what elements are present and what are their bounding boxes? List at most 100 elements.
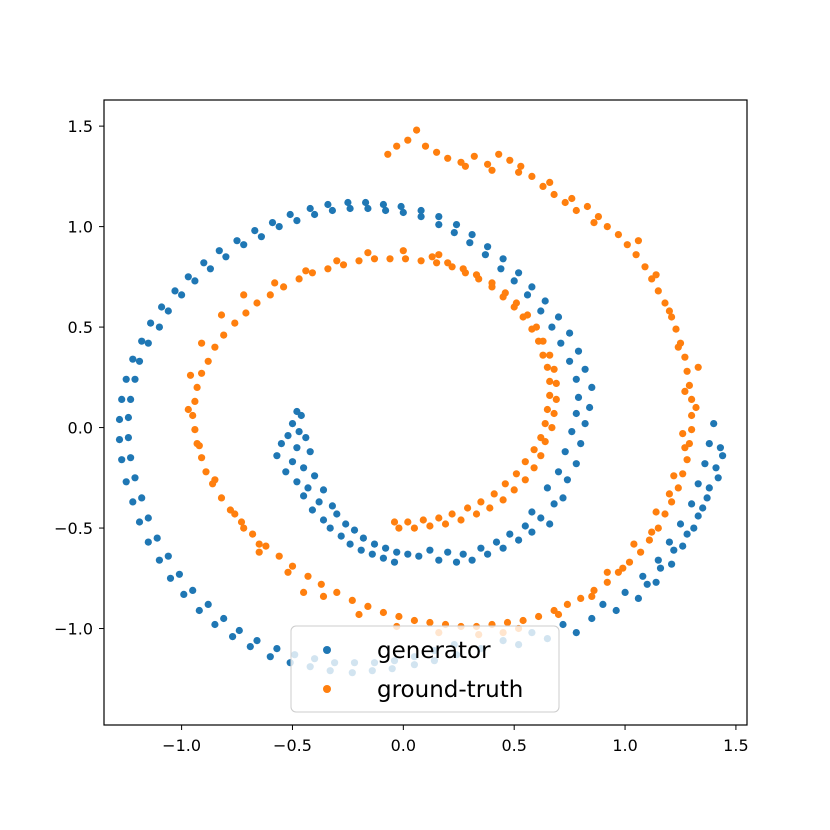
generator-point — [364, 204, 372, 213]
generator-point — [195, 606, 203, 615]
ground-truth-point — [550, 365, 558, 373]
generator-point — [665, 538, 674, 546]
generator-point — [572, 460, 580, 468]
generator-point — [701, 460, 709, 468]
ground-truth-point — [550, 190, 558, 199]
generator-point — [577, 440, 585, 448]
ground-truth-point — [665, 490, 674, 498]
ground-truth-point — [688, 395, 696, 403]
ground-truth-point — [519, 616, 527, 625]
generator-point — [537, 307, 545, 315]
generator-point — [528, 508, 536, 516]
generator-point — [328, 502, 336, 510]
generator-point — [115, 415, 124, 424]
ground-truth-point — [193, 383, 201, 391]
ground-truth-point — [681, 353, 689, 361]
generator-point — [311, 210, 319, 219]
ground-truth-point — [198, 454, 206, 462]
generator-point — [683, 530, 691, 538]
generator-point — [566, 357, 574, 365]
ground-truth-point — [333, 257, 341, 265]
ground-truth-point — [448, 510, 456, 518]
ground-truth-point — [661, 510, 669, 518]
generator-point — [554, 313, 563, 321]
ground-truth-point — [355, 610, 363, 619]
generator-point — [215, 247, 223, 255]
generator-point — [124, 413, 132, 422]
generator-point — [572, 409, 580, 418]
ground-truth-point — [220, 331, 228, 339]
generator-point — [122, 375, 130, 383]
ground-truth-point — [510, 486, 518, 494]
y-axis: 1.5 1.0 0.5 0.0 −0.5 −1.0 — [54, 117, 104, 639]
ground-truth-point — [472, 510, 481, 518]
generator-point — [537, 514, 545, 522]
generator-point — [452, 221, 461, 229]
generator-point — [679, 542, 687, 550]
generator-point — [155, 323, 163, 331]
generator-point — [572, 629, 580, 637]
ground-truth-point — [674, 484, 682, 492]
generator-point — [240, 241, 248, 249]
ground-truth-point — [410, 616, 418, 625]
ground-truth-point — [189, 411, 197, 420]
generator-point — [155, 556, 163, 564]
legend-box — [290, 625, 560, 713]
generator-point — [135, 357, 144, 365]
generator-point — [468, 231, 476, 239]
x-tick-label: 0.0 — [391, 736, 416, 755]
ground-truth-point — [603, 223, 611, 231]
generator-point — [246, 643, 254, 651]
ground-truth-point — [379, 608, 387, 617]
generator-point — [220, 614, 228, 623]
generator-point — [588, 614, 596, 623]
generator-point — [304, 484, 312, 492]
ground-truth-point — [433, 259, 441, 267]
generator-point — [499, 255, 507, 263]
generator-point — [390, 558, 399, 566]
ground-truth-point — [506, 156, 514, 164]
ground-truth-point — [541, 420, 549, 428]
generator-point — [302, 434, 310, 442]
ground-truth-point — [304, 572, 312, 580]
ground-truth-point — [632, 251, 640, 259]
ground-truth-point — [546, 351, 554, 359]
ground-truth-point — [546, 377, 554, 385]
generator-point — [612, 606, 620, 615]
generator-point — [435, 213, 443, 221]
ground-truth-point — [198, 339, 206, 347]
ground-truth-point — [184, 405, 192, 414]
generator-point — [131, 375, 139, 383]
ground-truth-point — [550, 409, 558, 418]
generator-point — [397, 202, 405, 211]
ground-truth-point — [295, 275, 303, 283]
generator-point — [510, 277, 518, 285]
ground-truth-point — [637, 548, 645, 556]
generator-point — [521, 522, 529, 530]
ground-truth-point — [668, 313, 676, 321]
generator-point — [548, 323, 556, 331]
generator-point — [153, 534, 161, 542]
generator-point — [370, 540, 379, 548]
ground-truth-point — [217, 311, 226, 319]
ground-truth-point — [459, 265, 467, 273]
generator-point — [235, 626, 243, 635]
series-ground-truth — [184, 126, 702, 639]
generator-point — [129, 498, 137, 506]
generator-point — [293, 444, 301, 452]
generator-point — [326, 524, 334, 532]
ground-truth-point — [333, 588, 341, 597]
ground-truth-point — [393, 142, 401, 150]
generator-point — [705, 440, 713, 448]
generator-point — [171, 287, 179, 295]
legend: generator ground-truth — [290, 625, 560, 713]
ground-truth-point — [535, 612, 543, 621]
generator-point — [559, 494, 567, 502]
ground-truth-point — [512, 470, 521, 478]
generator-point — [688, 500, 696, 508]
ground-truth-point — [472, 271, 481, 279]
ground-truth-point — [386, 255, 394, 263]
ground-truth-point — [435, 251, 443, 259]
generator-point — [144, 514, 152, 522]
generator-point — [144, 339, 152, 347]
